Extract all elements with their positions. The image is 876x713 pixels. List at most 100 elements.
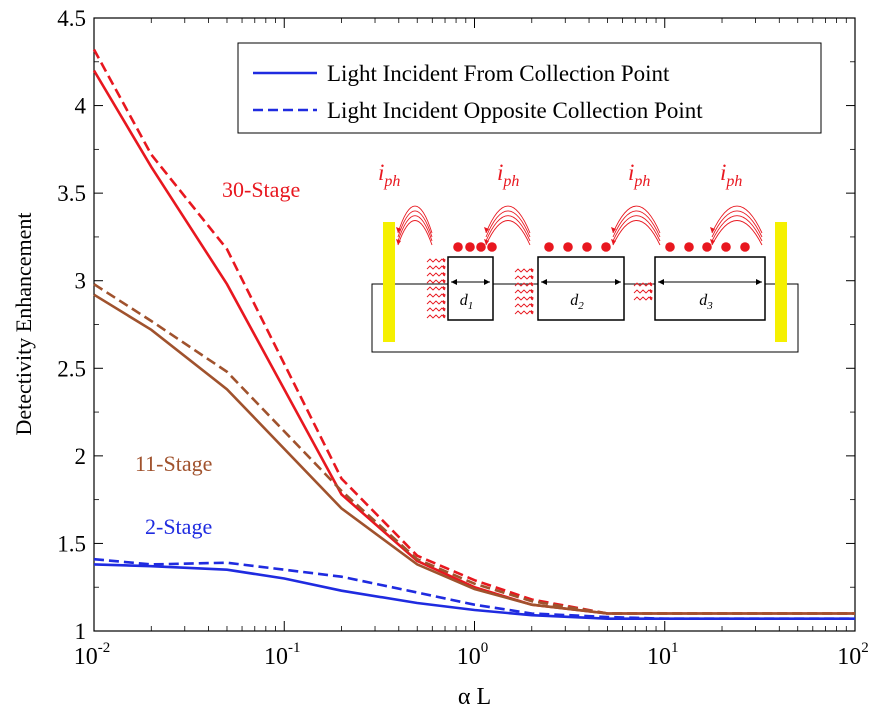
photon-arrowhead (531, 268, 534, 272)
y-tick-label: 1 (75, 619, 87, 644)
photon-wave (514, 310, 534, 315)
photon-arrowhead (443, 314, 446, 318)
stage-width-label: d3 (699, 292, 713, 312)
photon-arrowhead (531, 303, 534, 307)
photon-wave (633, 289, 653, 294)
photon-wave (633, 282, 653, 287)
x-tick-label: 10-1 (264, 640, 301, 670)
device-schematic-inset: d1 d2 d3 iph iph iph iph (371, 160, 799, 353)
stage-width-label: d1 (460, 292, 474, 312)
carrier-dot (721, 242, 731, 252)
y-tick-label: 2 (75, 444, 87, 469)
carrier-dot (563, 242, 573, 252)
photocurrent-arrowhead (710, 227, 715, 245)
carrier-dot (544, 242, 554, 252)
photon-arrowhead (650, 289, 653, 293)
carrier-dot (465, 242, 475, 252)
photocurrent-arrowhead (611, 227, 616, 245)
y-tick-label: 1.5 (57, 531, 86, 556)
photocurrent-arc (612, 220, 661, 246)
y-tick-label: 4.5 (57, 6, 86, 31)
photon-arrowhead (531, 282, 534, 286)
photon-wave (426, 314, 446, 319)
photocurrent-label: iph (378, 160, 400, 190)
photon-arrowhead (531, 310, 534, 314)
axes: 1 1.5 2 2.5 3 3.5 4 4.5 10-2 10-1 100 101 102 α L Dete… (11, 6, 869, 710)
series-line-2-stage-solid (93, 563, 855, 620)
legend-box (237, 42, 822, 134)
photocurrent-arrowhead (396, 227, 401, 245)
series-line-2-stage-dashed (93, 557, 855, 620)
photon-wave (426, 258, 446, 263)
photocurrent-arc (612, 215, 661, 242)
legend-label: Light Incident Opposite Collection Point (327, 98, 703, 123)
x-tick-label: 102 (837, 640, 869, 670)
y-tick-label: 2.5 (57, 356, 86, 381)
photocurrent-arc (485, 220, 531, 246)
photon-wave (426, 279, 446, 284)
series-labels: 30-Stage 11-Stage 2-Stage (135, 177, 300, 539)
photon-wave (426, 286, 446, 291)
photon-arrowhead (443, 300, 446, 304)
stage-block (447, 256, 494, 321)
photocurrent-arc (485, 215, 531, 242)
photocurrent-arc (711, 220, 763, 246)
photocurrent-arc (397, 215, 433, 242)
carrier-dot (684, 242, 694, 252)
photocurrent-arc (711, 210, 763, 238)
photocurrent-arc (612, 205, 661, 234)
carrier-dot (476, 242, 486, 252)
photon-wave (514, 268, 534, 273)
photon-arrowhead (650, 296, 653, 300)
photocurrent-label: iph (628, 160, 650, 190)
photon-wave (633, 296, 653, 301)
photocurrent-label: iph (497, 160, 519, 190)
plot-lines (92, 48, 855, 620)
series-label-2-stage: 2-Stage (145, 514, 212, 539)
y-tick-label: 4 (75, 94, 87, 119)
x-tick-label: 100 (457, 640, 489, 670)
series-label-30-stage: 30-Stage (222, 177, 300, 202)
left-contact (383, 222, 395, 342)
legend-label: Light Incident From Collection Point (327, 61, 670, 86)
photon-wave (426, 300, 446, 305)
photocurrent-arc (711, 215, 763, 242)
photocurrent-arc (612, 210, 661, 238)
y-axis-title: Detectivity Enhancement (11, 213, 36, 436)
photocurrent-arc (397, 205, 433, 234)
photon-arrowhead (531, 275, 534, 279)
photon-wave (514, 275, 534, 280)
photon-wave (514, 282, 534, 287)
photocurrent-arc (397, 210, 433, 238)
carrier-dot (702, 242, 712, 252)
stage-width-label: d2 (570, 292, 584, 312)
photon-arrowhead (443, 307, 446, 311)
photocurrent-arrowhead (484, 227, 489, 245)
photon-arrowhead (443, 258, 446, 262)
photon-arrowhead (443, 272, 446, 276)
photocurrent-arc (711, 205, 763, 234)
photocurrent-arc (485, 210, 531, 238)
photocurrent-arc (485, 205, 531, 234)
y-tick-label: 3 (75, 269, 87, 294)
carrier-dot (601, 242, 611, 252)
photon-arrowhead (531, 289, 534, 293)
carrier-dot (740, 242, 750, 252)
photon-arrowhead (443, 279, 446, 283)
photon-arrowhead (531, 296, 534, 300)
carrier-dot (487, 242, 497, 252)
photocurrent-label: iph (720, 160, 742, 190)
carrier-dot (665, 242, 675, 252)
y-tick-label: 3.5 (57, 181, 86, 206)
series-line-11-stage-dashed (93, 283, 855, 615)
photon-wave (514, 289, 534, 294)
x-tick-label: 101 (647, 640, 679, 670)
photon-wave (426, 307, 446, 312)
stage-block (654, 256, 766, 321)
photon-arrowhead (443, 265, 446, 269)
photon-wave (514, 303, 534, 308)
photon-arrowhead (650, 282, 653, 286)
stage-block (537, 256, 625, 321)
photon-wave (426, 293, 446, 298)
